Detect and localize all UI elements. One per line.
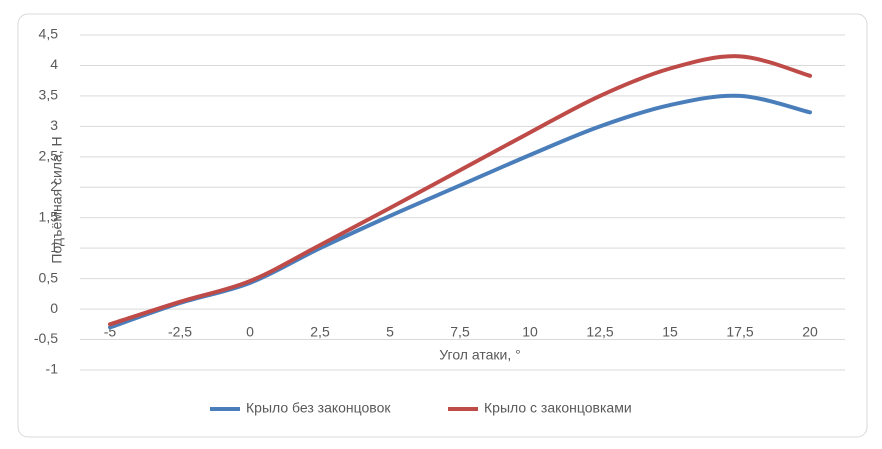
y-tick-label: -0,5 bbox=[34, 330, 58, 346]
y-tick-label: -1 bbox=[46, 361, 59, 377]
chart-border bbox=[17, 13, 868, 438]
x-tick-label: 10 bbox=[522, 324, 538, 340]
x-tick-label: 20 bbox=[802, 324, 818, 340]
x-axis-title: Угол атаки, ° bbox=[439, 347, 520, 363]
y-tick-label: 4,5 bbox=[39, 26, 59, 42]
x-tick-label: 2,5 bbox=[310, 324, 330, 340]
y-tick-label: 0,5 bbox=[39, 269, 59, 285]
y-tick-label: 3 bbox=[50, 117, 58, 133]
legend-label: Крыло с законцовками bbox=[484, 400, 632, 416]
x-tick-label: 15 bbox=[662, 324, 678, 340]
x-tick-label: 17,5 bbox=[726, 324, 753, 340]
y-tick-label: 2 bbox=[50, 178, 58, 194]
x-tick-label: 5 bbox=[386, 324, 394, 340]
y-tick-label: 2,5 bbox=[39, 148, 59, 164]
x-tick-label: 7,5 bbox=[450, 324, 470, 340]
x-tick-label: 0 bbox=[246, 324, 254, 340]
y-tick-label: 3,5 bbox=[39, 87, 59, 103]
x-tick-label: -2,5 bbox=[168, 324, 192, 340]
y-tick-label: 4 bbox=[50, 56, 58, 72]
y-tick-label: 1 bbox=[50, 239, 58, 255]
y-axis-title: Подъёмная сила, Н bbox=[49, 136, 65, 263]
series-line bbox=[108, 54, 812, 327]
legend-label: Крыло без законцовок bbox=[246, 400, 391, 416]
y-tick-label: 0 bbox=[50, 300, 58, 316]
x-tick-label: 12,5 bbox=[586, 324, 613, 340]
y-tick-label: 1,5 bbox=[39, 208, 59, 224]
